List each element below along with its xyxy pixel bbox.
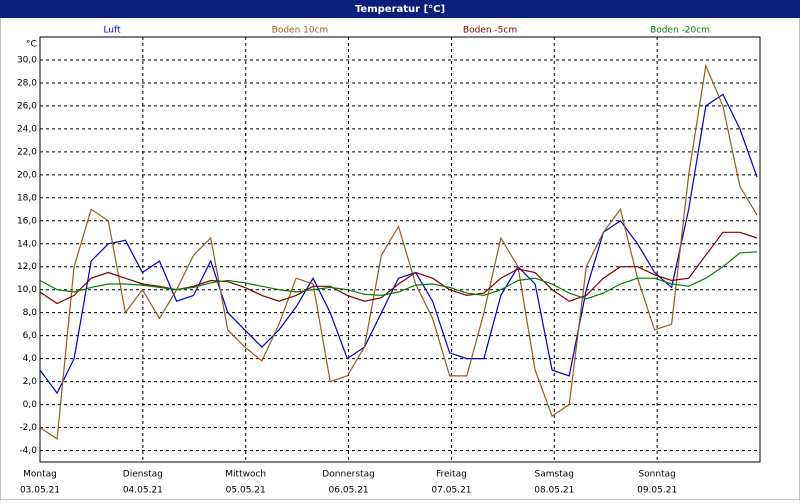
series-line	[39, 231, 758, 305]
x-tick-label: Freitag	[436, 470, 467, 480]
y-tick-label: 22,0	[17, 147, 37, 157]
x-tick-date: 06.05.21	[329, 486, 369, 496]
y-tick-label: 28,0	[17, 78, 37, 88]
y-tick-label: 20,0	[17, 170, 37, 180]
chart-title: Temperatur [°C]	[355, 4, 445, 15]
y-tick-label: 12,0	[17, 262, 37, 272]
y-unit: °C	[26, 40, 37, 50]
series-line	[39, 251, 758, 300]
y-tick-label: 2,0	[23, 377, 38, 387]
title-bar	[0, 0, 800, 18]
x-tick-date: 08.05.21	[534, 486, 574, 496]
x-tick-label: Mittwoch	[225, 470, 266, 480]
x-tick-label: Dienstag	[123, 470, 163, 480]
x-tick-label: Montag	[23, 470, 57, 480]
x-tick-date: 04.05.21	[123, 486, 163, 496]
y-tick-label: -2,0	[19, 423, 37, 433]
x-tick-label: Sonntag	[638, 470, 675, 480]
x-tick-date: 03.05.21	[20, 486, 60, 496]
y-tick-label: 14,0	[17, 239, 37, 249]
series-line	[39, 93, 758, 395]
y-tick-label: 16,0	[17, 216, 37, 226]
legend-entry: Boden -5cm	[463, 26, 517, 36]
y-tick-label: 8,0	[23, 308, 38, 318]
y-tick-label: 30,0	[17, 55, 37, 65]
y-tick-label: 4,0	[23, 354, 38, 364]
y-tick-label: 10,0	[17, 285, 37, 295]
legend-entry: Luft	[103, 26, 121, 36]
x-tick-date: 05.05.21	[226, 486, 266, 496]
y-tick-label: 26,0	[17, 101, 37, 111]
y-tick-label: 24,0	[17, 124, 37, 134]
x-tick-date: 07.05.21	[431, 486, 471, 496]
x-tick-date: 09.05.21	[637, 486, 677, 496]
x-tick-label: Samstag	[535, 470, 574, 480]
x-tick-label: Donnerstag	[322, 470, 375, 480]
legend-entry: Boden -20cm	[650, 26, 710, 36]
y-tick-label: -4,0	[19, 446, 37, 456]
y-tick-label: 18,0	[17, 193, 37, 203]
y-tick-label: 0,0	[23, 400, 38, 410]
y-tick-label: 6,0	[23, 331, 38, 341]
plot-area	[39, 36, 761, 463]
legend-entry: Boden 10cm	[272, 26, 329, 36]
